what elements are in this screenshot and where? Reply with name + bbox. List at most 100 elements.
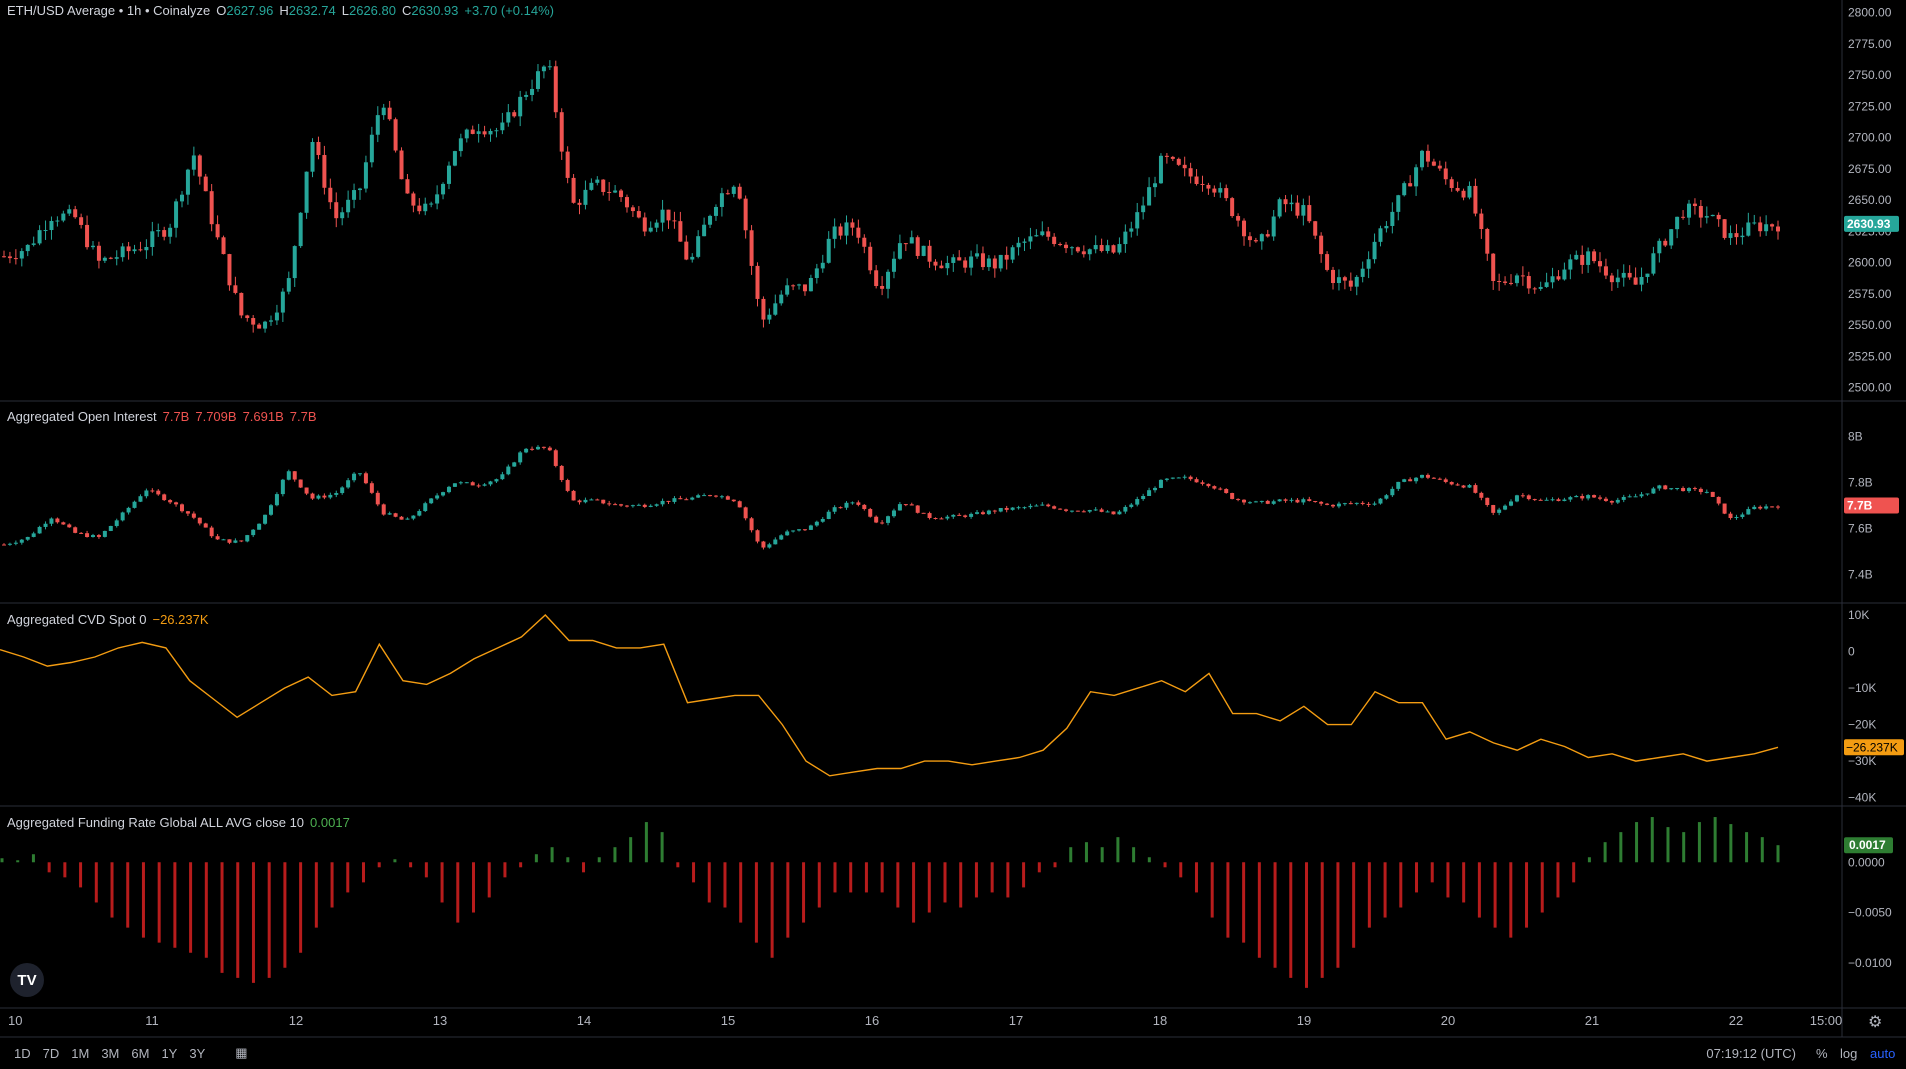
oi-candle xyxy=(316,495,321,499)
price-candle xyxy=(67,209,72,214)
price-candle xyxy=(1253,240,1258,242)
price-candle xyxy=(1503,281,1508,283)
price-tick-label: 2525.00 xyxy=(1848,349,1892,363)
oi-candle xyxy=(1675,487,1680,489)
oi-candle xyxy=(802,529,807,531)
log-toggle[interactable]: log xyxy=(1840,1046,1858,1061)
oi-candle xyxy=(986,510,991,515)
oi-candle xyxy=(785,531,790,536)
price-candle xyxy=(257,324,262,329)
auto-toggle[interactable]: auto xyxy=(1870,1046,1896,1061)
calendar-icon[interactable]: ▦ xyxy=(235,1045,248,1060)
price-candle xyxy=(1698,206,1703,218)
price-candle xyxy=(1271,216,1276,237)
price-candle xyxy=(90,245,95,248)
price-candle xyxy=(31,243,36,245)
price-title: ETH/USD Average • 1h • Coinalyze xyxy=(7,3,211,18)
oi-candle xyxy=(156,490,161,495)
oi-candle xyxy=(357,473,362,475)
timeframe-1d-button[interactable]: 1D xyxy=(14,1045,31,1061)
oi-candle xyxy=(624,505,629,507)
oi-candle xyxy=(980,512,985,515)
timeframe-6m-button[interactable]: 6M xyxy=(131,1045,150,1061)
oi-candle xyxy=(535,446,540,450)
price-tick-label: 2550.00 xyxy=(1848,318,1892,332)
timeframe-3y-button[interactable]: 3Y xyxy=(189,1045,206,1061)
oi-candle xyxy=(1461,485,1466,488)
oi-candle xyxy=(933,517,938,519)
price-candle xyxy=(559,112,564,152)
price-candle xyxy=(375,115,380,135)
price-candle xyxy=(191,155,196,170)
price-candle xyxy=(1158,155,1163,184)
oi-candle xyxy=(915,505,920,513)
percent-toggle[interactable]: % xyxy=(1816,1046,1828,1061)
oi-candle xyxy=(482,484,487,486)
price-tick-label: 2650.00 xyxy=(1848,193,1892,207)
price-candle xyxy=(1740,235,1745,238)
oi-candle xyxy=(1224,489,1229,494)
timeframe-1m-button[interactable]: 1M xyxy=(71,1045,90,1061)
price-candle xyxy=(648,227,653,232)
price-candle xyxy=(1360,268,1365,277)
oi-candle xyxy=(1663,485,1668,490)
price-tick-label: 2500.00 xyxy=(1848,381,1892,395)
oi-candle xyxy=(1633,496,1638,498)
price-candle xyxy=(1657,240,1662,254)
price-candle xyxy=(423,203,428,212)
price-candle xyxy=(945,262,950,269)
price-candle xyxy=(808,277,813,292)
price-candle xyxy=(197,155,202,177)
funding-tick-label: 0.0000 xyxy=(1848,855,1885,869)
price-candle xyxy=(565,151,570,178)
price-candle xyxy=(541,66,546,72)
price-candle xyxy=(749,230,754,266)
price-candle xyxy=(1064,244,1069,249)
price-candle xyxy=(1081,251,1086,255)
oi-candle xyxy=(672,498,677,502)
oi-tick-label: 7.4B xyxy=(1848,567,1873,581)
time-axis-label: 15 xyxy=(721,1013,735,1028)
price-tick-label: 2750.00 xyxy=(1848,68,1892,82)
tradingview-logo[interactable]: TV xyxy=(10,963,44,997)
oi-candle xyxy=(1135,499,1140,505)
price-candle xyxy=(61,213,66,221)
oi-candle xyxy=(215,536,220,540)
low-key: L xyxy=(341,3,349,18)
price-candle xyxy=(1075,247,1080,252)
oi-candle xyxy=(1147,490,1152,496)
oi-candle xyxy=(43,523,48,527)
settings-gear-icon[interactable]: ⚙ xyxy=(1868,1014,1883,1031)
oi-candle xyxy=(1028,505,1033,508)
price-candle xyxy=(1627,272,1632,278)
price-candle xyxy=(1615,277,1620,283)
price-candle xyxy=(1366,259,1371,269)
oi-candle xyxy=(1384,495,1389,499)
oi-candle xyxy=(975,512,980,514)
oi-candle xyxy=(132,501,137,508)
oi-candle xyxy=(417,511,422,516)
price-candle xyxy=(245,315,250,319)
price-candle xyxy=(1568,259,1573,270)
timeframe-1y-button[interactable]: 1Y xyxy=(161,1045,178,1061)
oi-candle xyxy=(1129,504,1134,507)
oi-candle xyxy=(1764,506,1769,509)
price-candle xyxy=(1491,253,1496,281)
price-candle xyxy=(1176,158,1181,165)
timeframe-7d-button[interactable]: 7D xyxy=(42,1045,60,1061)
price-candle xyxy=(1408,183,1413,187)
price-candle xyxy=(1372,241,1377,260)
timeframe-3m-button[interactable]: 3M xyxy=(101,1045,120,1061)
price-candle xyxy=(1692,203,1697,207)
price-candle xyxy=(1242,220,1247,237)
oi-candle xyxy=(684,499,689,501)
oi-candle xyxy=(1479,492,1484,498)
price-candle xyxy=(909,237,914,244)
oi-candle xyxy=(850,502,855,504)
price-candle xyxy=(1770,224,1775,227)
oi-candle xyxy=(1681,487,1686,492)
oi-close: 7.7B xyxy=(289,409,317,424)
last-price-label: 2630.93 xyxy=(1847,217,1891,231)
oi-candle xyxy=(951,514,956,517)
price-candle xyxy=(583,189,588,205)
